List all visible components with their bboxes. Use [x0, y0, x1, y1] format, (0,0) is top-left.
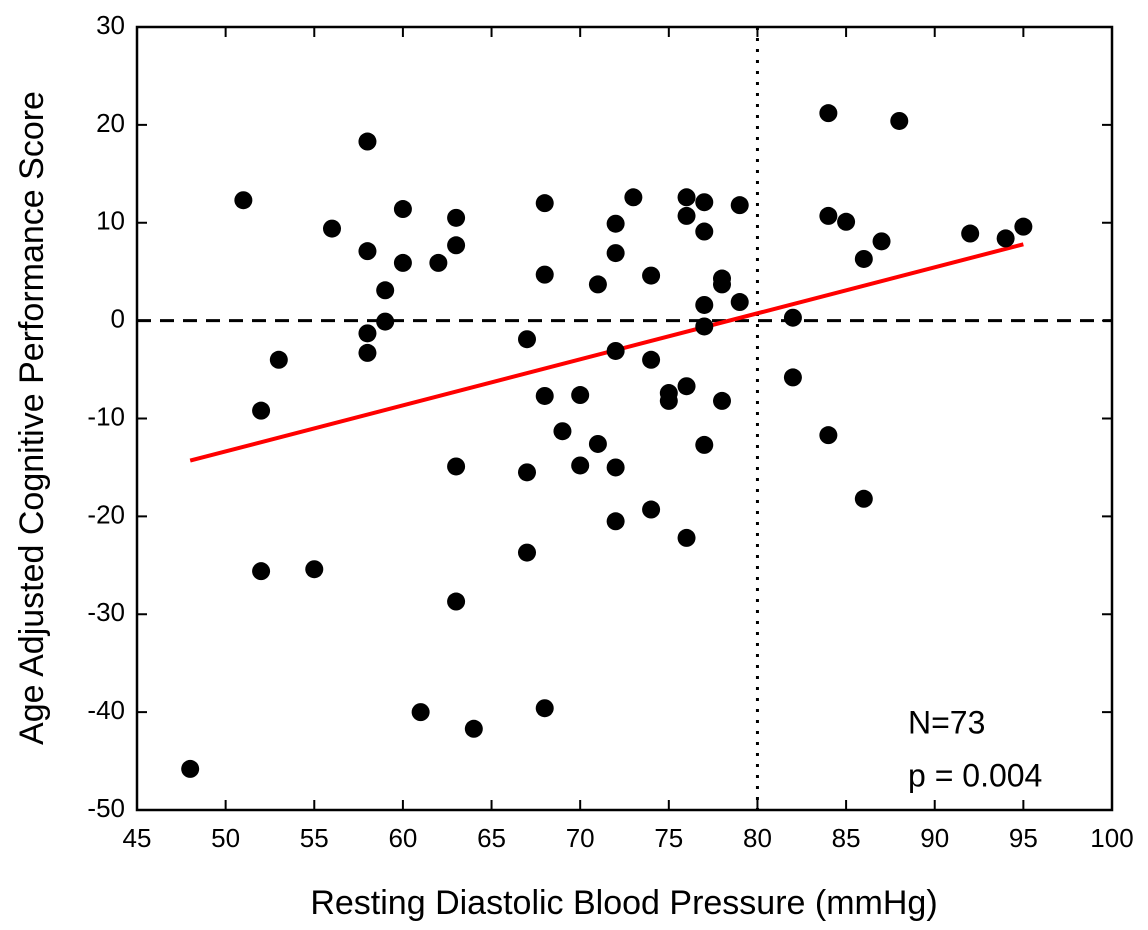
point: [890, 111, 909, 130]
point: [571, 386, 590, 405]
x-tick-label: 75: [654, 823, 683, 853]
point: [730, 196, 749, 215]
point: [819, 206, 838, 225]
point: [588, 275, 607, 294]
point: [305, 560, 324, 579]
point: [606, 512, 625, 531]
point: [783, 308, 802, 327]
point: [588, 434, 607, 453]
y-tick-label: 20: [96, 108, 125, 138]
point: [518, 330, 536, 349]
point: [518, 543, 536, 562]
point: [323, 219, 341, 238]
x-tick-label: 55: [300, 823, 329, 853]
annotation: N=73: [908, 704, 985, 740]
point: [464, 719, 483, 738]
point: [606, 244, 625, 263]
point: [393, 253, 412, 272]
point: [535, 194, 554, 213]
point: [252, 401, 271, 420]
point: [713, 275, 731, 294]
point: [695, 317, 714, 336]
point: [376, 281, 395, 300]
point: [358, 343, 377, 362]
point: [1014, 217, 1033, 236]
x-tick-label: 95: [1009, 823, 1038, 853]
point: [411, 703, 430, 722]
point: [393, 200, 412, 219]
x-tick-label: 100: [1090, 823, 1133, 853]
point: [606, 214, 625, 233]
point: [429, 253, 448, 272]
y-tick-label: -30: [87, 597, 125, 627]
x-tick-label: 50: [211, 823, 240, 853]
point: [677, 188, 696, 207]
point: [269, 350, 288, 369]
plot-frame: [135, 25, 1114, 812]
point: [961, 224, 980, 243]
point: [695, 295, 714, 314]
x-tick-label: 65: [477, 823, 506, 853]
point: [677, 528, 696, 547]
point: [358, 242, 377, 261]
point: [659, 391, 678, 410]
point: [996, 229, 1015, 248]
point: [447, 592, 466, 611]
point: [535, 265, 554, 284]
point: [677, 377, 696, 396]
point: [819, 426, 838, 445]
x-axis-title: Resting Diastolic Blood Pressure (mmHg): [310, 884, 937, 922]
point: [358, 324, 377, 343]
point: [535, 386, 554, 405]
point: [181, 759, 200, 778]
point: [730, 293, 749, 312]
point: [518, 463, 536, 482]
point: [854, 489, 873, 508]
x-tick-label: 80: [743, 823, 772, 853]
point: [642, 266, 661, 285]
point: [553, 422, 572, 441]
x-tick-label: 45: [123, 823, 152, 853]
point: [783, 368, 802, 387]
point: [606, 341, 625, 360]
point: [854, 249, 873, 268]
y-tick-label: -40: [87, 695, 125, 725]
point: [447, 208, 466, 227]
annotation: p = 0.004: [908, 757, 1042, 793]
point: [358, 132, 377, 151]
point: [447, 457, 466, 476]
y-tick-label: -20: [87, 499, 125, 529]
point: [624, 188, 643, 207]
point: [695, 193, 714, 212]
x-tick-label: 90: [920, 823, 949, 853]
y-tick-label: -50: [87, 793, 125, 823]
point: [571, 456, 590, 475]
x-tick-label: 85: [832, 823, 861, 853]
point: [642, 350, 661, 369]
point: [695, 435, 714, 454]
point: [819, 104, 838, 123]
point: [252, 562, 271, 581]
point: [234, 191, 253, 210]
y-tick-label: -10: [87, 401, 125, 431]
y-tick-label: 0: [111, 304, 125, 334]
point: [606, 458, 625, 477]
point: [642, 500, 661, 519]
point: [713, 391, 731, 410]
point: [376, 312, 395, 331]
point: [837, 212, 856, 231]
point: [447, 236, 466, 255]
y-axis-title: Age Adjusted Cognitive Performance Score: [13, 91, 51, 745]
point: [535, 699, 554, 718]
point: [695, 222, 714, 241]
point: [872, 232, 891, 251]
point: [677, 206, 696, 225]
x-tick-label: 60: [388, 823, 417, 853]
y-tick-label: 10: [96, 206, 125, 236]
x-tick-label: 70: [566, 823, 595, 853]
y-tick-label: 30: [96, 10, 125, 40]
